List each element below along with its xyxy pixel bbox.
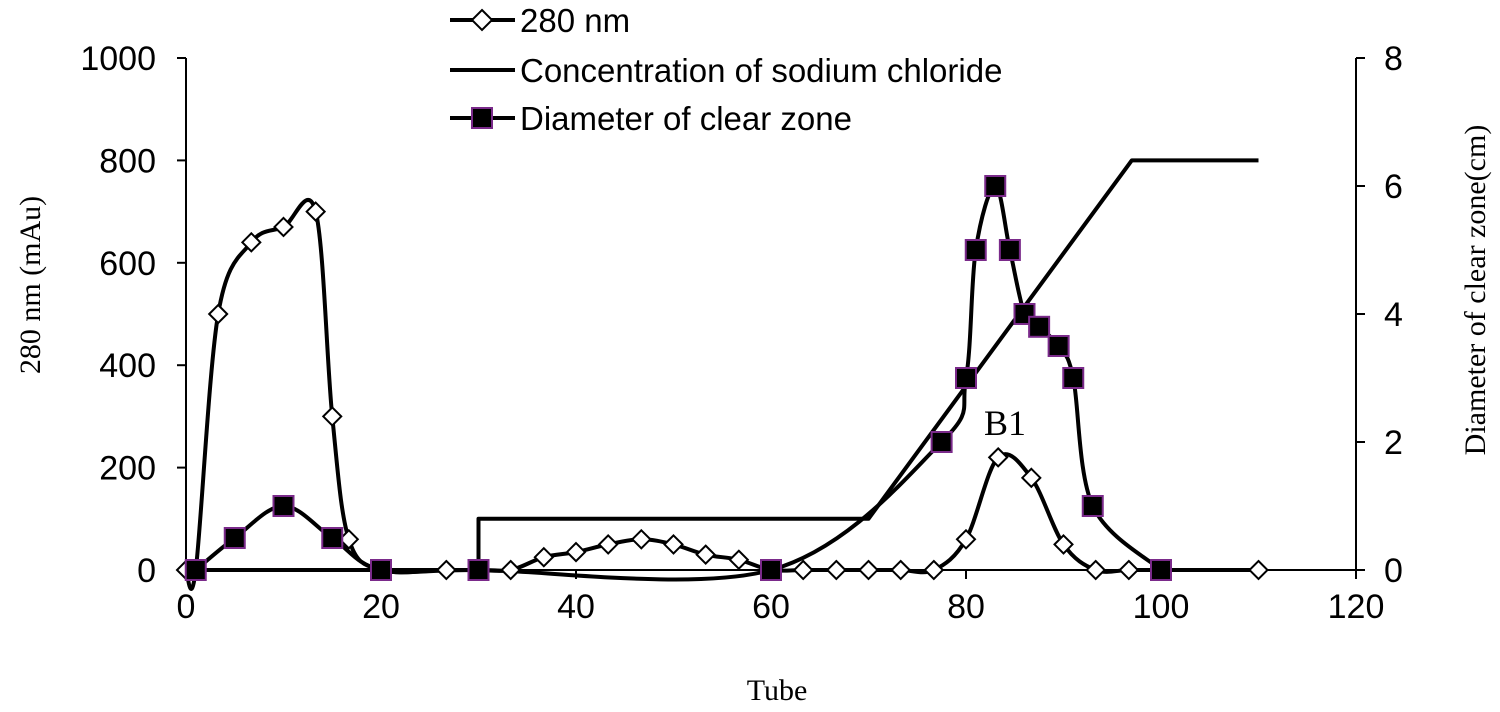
annotation-0: B1 [984, 403, 1026, 443]
point-clear-zone-10 [984, 175, 1007, 197]
x-tick-label-0: 0 [177, 588, 196, 626]
point-280nm-20 [792, 559, 814, 581]
point-280nm-28 [1053, 533, 1074, 555]
point-clear-zone-17 [1150, 559, 1172, 581]
point-280nm-29 [1085, 559, 1107, 581]
y2-tick-label-2: 2 [1384, 424, 1403, 462]
point-clear-zone-16 [1081, 495, 1104, 517]
point-280nm-5 [305, 201, 327, 223]
legend: 280 nm Concentration of sodium chloride … [450, 2, 1002, 137]
legend-marker-280nm [470, 8, 494, 32]
x-tick-label-120: 120 [1328, 588, 1385, 626]
point-clear-zone-14 [1047, 335, 1070, 357]
legend-marker-clear-zone [471, 107, 493, 129]
x-tick-label-20: 20 [362, 588, 400, 626]
y-tick-label-800: 800 [99, 142, 156, 180]
point-280nm-13 [565, 541, 587, 563]
point-clear-zone-6 [760, 559, 782, 581]
legend-label-nacl: Concentration of sodium chloride [520, 52, 1002, 89]
legend-label-clear-zone: Diameter of clear zone [520, 100, 852, 137]
point-280nm-12 [533, 546, 555, 568]
point-280nm-32 [1248, 559, 1269, 581]
point-280nm-6 [321, 405, 343, 427]
point-280nm-17 [695, 544, 717, 566]
point-280nm-25 [955, 528, 977, 550]
point-280nm-14 [597, 533, 619, 555]
point-clear-zone-7 [930, 431, 953, 453]
point-280nm-16 [663, 533, 684, 555]
point-clear-zone-2 [272, 495, 295, 517]
point-clear-zone-8 [955, 367, 977, 389]
point-280nm-3 [240, 231, 262, 253]
y2-axis-title: Diameter of clear zone(cm) [1459, 125, 1492, 456]
point-clear-zone-4 [370, 559, 392, 581]
x-tick-label-80: 80 [947, 588, 985, 626]
point-280nm-2 [207, 303, 229, 325]
y2-tick-label-0: 0 [1384, 552, 1403, 590]
series-line-280nm [184, 198, 1259, 591]
point-280nm-4 [273, 216, 294, 238]
x-tick-label-40: 40 [557, 588, 595, 626]
y-axis-title: 280 nm (mAu) [14, 196, 47, 374]
x-axis-title: Tube [747, 674, 808, 707]
point-clear-zone-11 [998, 239, 1021, 261]
legend-label-280nm: 280 nm [520, 2, 630, 39]
point-280nm-15 [630, 528, 652, 550]
point-clear-zone-9 [964, 239, 987, 261]
y-tick-label-400: 400 [99, 347, 156, 385]
point-280nm-23 [890, 559, 912, 581]
point-clear-zone-5 [467, 559, 490, 581]
y-tick-label-0: 0 [137, 552, 156, 590]
point-clear-zone-0 [184, 559, 207, 581]
point-280nm-27 [1020, 467, 1042, 489]
point-280nm-24 [923, 559, 945, 581]
point-280nm-11 [500, 559, 522, 581]
x-tick-label-60: 60 [752, 588, 790, 626]
point-280nm-22 [858, 559, 879, 581]
y2-tick-label-8: 8 [1384, 40, 1403, 78]
point-280nm-26 [987, 446, 1009, 468]
point-280nm-9 [435, 559, 457, 581]
x-tick-label-100: 100 [1133, 588, 1190, 626]
point-280nm-30 [1118, 559, 1140, 581]
point-280nm-21 [825, 559, 847, 581]
point-clear-zone-1 [223, 527, 246, 549]
point-clear-zone-15 [1062, 367, 1085, 389]
y2-tick-label-4: 4 [1384, 296, 1403, 334]
point-clear-zone-3 [321, 527, 344, 549]
point-280nm-18 [728, 549, 750, 571]
point-clear-zone-13 [1028, 315, 1051, 338]
y2-tick-label-6: 6 [1384, 168, 1403, 206]
y-tick-label-200: 200 [99, 450, 156, 488]
y-tick-label-1000: 1000 [80, 40, 156, 78]
y-tick-label-600: 600 [99, 245, 156, 283]
